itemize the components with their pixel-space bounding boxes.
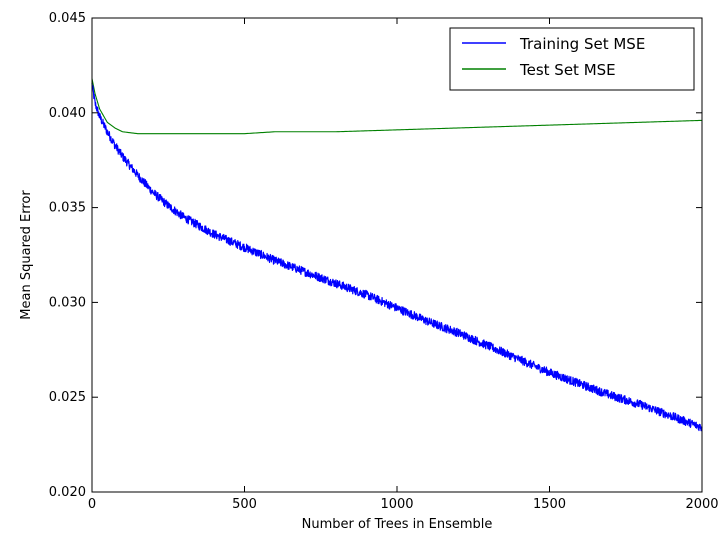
plot-area (92, 18, 702, 492)
y-tick-label: 0.040 (49, 106, 86, 121)
x-tick-label: 500 (232, 497, 257, 512)
legend-box (449, 27, 695, 91)
legend: Training Set MSE Test Set MSE (449, 27, 695, 91)
series-layer (91, 78, 703, 432)
y-tick-label: 0.020 (49, 485, 86, 500)
y-axis-label: Mean Squared Error (19, 190, 34, 320)
y-tick-label: 0.035 (49, 201, 86, 216)
x-axis-label: Number of Trees in Ensemble (302, 517, 493, 532)
training-set-mse-line (91, 83, 703, 432)
legend-label-test-set-mse: Test Set MSE (519, 61, 616, 79)
y-axis-ticks: 0.020 0.025 0.030 0.035 0.040 0.045 (49, 11, 702, 500)
y-tick-label: 0.030 (49, 295, 86, 310)
x-tick-label: 1500 (533, 497, 566, 512)
legend-label-training-set-mse: Training Set MSE (519, 35, 645, 53)
x-tick-label: 2000 (685, 497, 718, 512)
y-tick-label: 0.025 (49, 390, 86, 405)
y-tick-label: 0.045 (49, 11, 86, 26)
test-set-mse-line (91, 78, 703, 135)
x-axis-ticks: 0 500 1000 1500 2000 (88, 18, 719, 512)
x-tick-label: 1000 (380, 497, 413, 512)
x-tick-label: 0 (88, 497, 96, 512)
